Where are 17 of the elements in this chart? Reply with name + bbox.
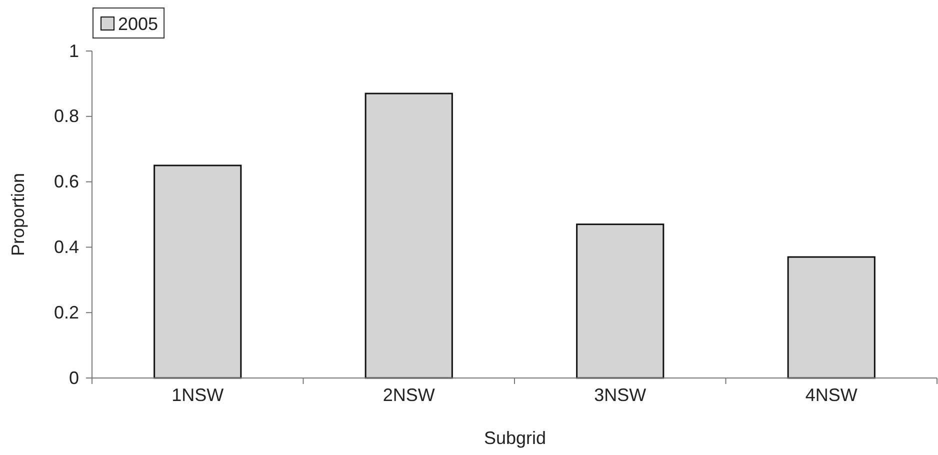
bar	[364, 92, 453, 379]
y-tick-label: 0.6	[54, 172, 79, 192]
x-tick-label: 4NSW	[805, 384, 858, 405]
bar	[154, 164, 242, 379]
x-tick-label: 2NSW	[382, 384, 435, 405]
y-tick-label: 0	[68, 368, 79, 388]
x-tick-label: 1NSW	[172, 384, 224, 405]
bar	[576, 224, 664, 379]
y-tick-label: 0.8	[54, 106, 79, 126]
y-axis-title: Proportion	[8, 172, 28, 256]
y-tick-label: 0.2	[54, 302, 79, 322]
bar	[787, 256, 876, 379]
x-tick-label: 3NSW	[594, 384, 646, 405]
y-tick-label: 0.4	[54, 236, 79, 257]
x-axis-title: Subgrid	[484, 428, 546, 448]
y-tick-label: 1	[68, 40, 79, 61]
legend-label: 2005	[118, 14, 158, 34]
